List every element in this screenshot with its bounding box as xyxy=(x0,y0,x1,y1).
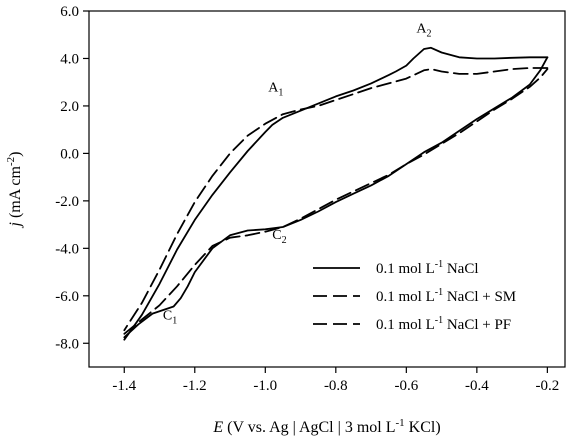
series-line-dashed xyxy=(123,68,549,335)
legend-label: 0.1 mol L-1 NaCl + PF xyxy=(376,315,511,333)
y-tick-label: 6.0 xyxy=(60,4,79,20)
peak-label: A2 xyxy=(416,21,431,39)
plot-frame xyxy=(88,10,566,368)
y-tick-label: 0.0 xyxy=(60,146,79,162)
peak-annotations: A1 A2 C1 C2 xyxy=(163,21,432,326)
peak-label: A1 xyxy=(268,81,283,99)
axis-titles: E (V vs. Ag | AgCl | 3 mol L-1 KCl) j (mA… xyxy=(5,152,441,436)
x-tick-label: -1.0 xyxy=(253,378,277,394)
x-tick-label: -0.8 xyxy=(324,378,348,394)
y-tick-label: -4.0 xyxy=(55,241,79,257)
legend: 0.1 mol L-1 NaCl 0.1 mol L-1 NaCl + SM 0.1… xyxy=(313,259,516,333)
peak-label: C1 xyxy=(163,309,177,327)
y-tick-label: -8.0 xyxy=(55,336,79,352)
y-tick-label: -2.0 xyxy=(55,194,79,210)
peak-label: C2 xyxy=(272,228,286,246)
y-tick-label: -6.0 xyxy=(55,289,79,305)
series-line-solid xyxy=(123,46,549,341)
y-tick-label: 2.0 xyxy=(60,99,79,115)
x-tick-label: -0.2 xyxy=(535,378,559,394)
y-tick-label: 4.0 xyxy=(60,51,79,67)
series-layer xyxy=(123,46,549,341)
series-line-solid xyxy=(123,56,549,339)
tick-layer: -1.4 -1.2 -1.0 -0.8 -0.6 -0.4 -0.2 6.0 4.0 2.0 0.0… xyxy=(55,4,559,394)
series-line-dashed xyxy=(123,67,549,332)
legend-label: 0.1 mol L-1 NaCl xyxy=(376,259,479,277)
x-tick-label: -0.6 xyxy=(394,378,418,394)
x-tick-label: -1.4 xyxy=(112,378,136,394)
x-axis-title: E (V vs. Ag | AgCl | 3 mol L-1 KCl) xyxy=(212,417,440,436)
legend-label: 0.1 mol L-1 NaCl + SM xyxy=(376,287,516,305)
y-axis-title: j (mA cm-2) xyxy=(5,152,24,229)
x-tick-label: -1.2 xyxy=(183,378,207,394)
axes-frame xyxy=(88,10,566,368)
x-tick-label: -0.4 xyxy=(465,378,489,394)
